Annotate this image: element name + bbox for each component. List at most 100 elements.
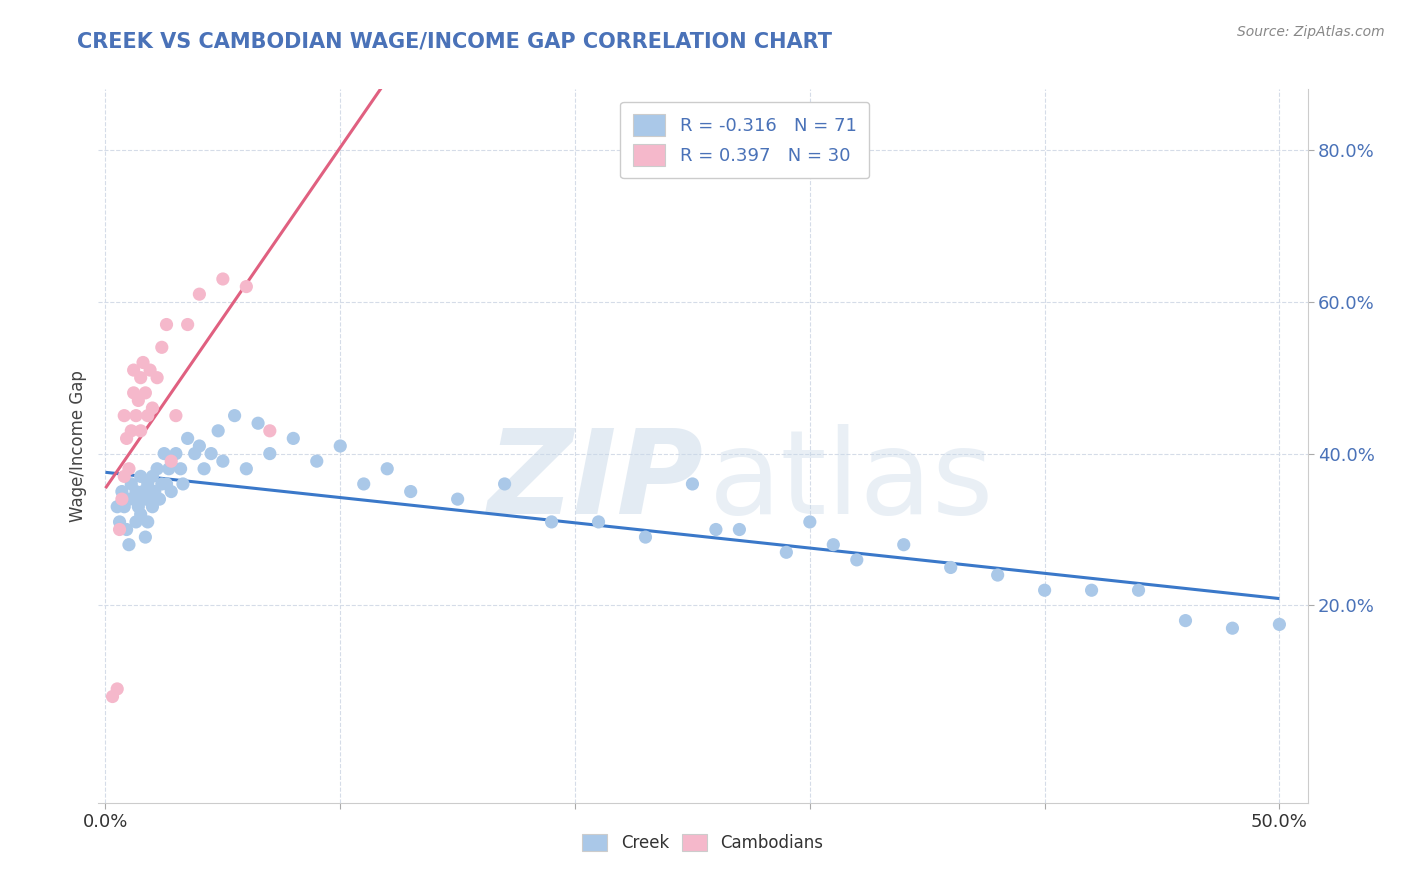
Point [176, 431, 198, 445]
Point [150, 340, 173, 354]
Point [305, 454, 328, 468]
Point [212, 272, 235, 286]
Point [111, 484, 134, 499]
Point [176, 318, 198, 332]
Point [112, 409, 135, 423]
Point [118, 538, 141, 552]
Point [540, 515, 562, 529]
Point [188, 439, 211, 453]
Point [188, 287, 211, 301]
Point [105, 681, 128, 696]
Point [129, 370, 152, 384]
Point [259, 424, 281, 438]
Point [127, 500, 149, 514]
Point [125, 484, 148, 499]
Point [1128, 583, 1150, 598]
Point [122, 385, 145, 400]
Point [120, 424, 142, 438]
Point [111, 492, 134, 507]
Text: Source: ZipAtlas.com: Source: ZipAtlas.com [1237, 25, 1385, 39]
Point [160, 454, 183, 468]
Point [141, 469, 163, 483]
Point [105, 500, 128, 514]
Point [446, 492, 468, 507]
Point [399, 484, 422, 499]
Point [160, 484, 183, 499]
Point [235, 462, 257, 476]
Point [1033, 583, 1056, 598]
Point [122, 492, 145, 507]
Text: atlas: atlas [709, 425, 994, 539]
Point [112, 469, 135, 483]
Point [108, 523, 131, 537]
Point [845, 553, 868, 567]
Point [157, 462, 180, 476]
Point [146, 462, 169, 476]
Point [353, 477, 375, 491]
Point [235, 279, 257, 293]
Point [823, 538, 845, 552]
Point [893, 538, 915, 552]
Point [141, 401, 163, 415]
Point [143, 484, 166, 499]
Point [118, 492, 141, 507]
Point [127, 393, 149, 408]
Point [329, 439, 352, 453]
Legend: Creek, Cambodians: Creek, Cambodians [575, 827, 831, 859]
Point [987, 568, 1010, 582]
Point [148, 492, 170, 507]
Point [1174, 614, 1197, 628]
Point [136, 409, 159, 423]
Point [1080, 583, 1102, 598]
Point [172, 477, 194, 491]
Point [139, 363, 162, 377]
Point [132, 484, 155, 499]
Point [283, 431, 305, 445]
Point [125, 515, 148, 529]
Point [224, 409, 246, 423]
Point [165, 447, 187, 461]
Point [681, 477, 703, 491]
Point [212, 454, 235, 468]
Point [129, 508, 152, 522]
Point [101, 690, 124, 704]
Point [939, 560, 962, 574]
Point [704, 523, 727, 537]
Point [1222, 621, 1244, 635]
Point [108, 515, 131, 529]
Point [118, 462, 141, 476]
Point [259, 447, 281, 461]
Point [634, 530, 657, 544]
Point [134, 385, 156, 400]
Point [193, 462, 215, 476]
Point [129, 469, 152, 483]
Point [247, 416, 270, 430]
Point [1268, 617, 1291, 632]
Point [115, 523, 138, 537]
Point [134, 492, 156, 507]
Point [375, 462, 398, 476]
Point [139, 492, 162, 507]
Point [141, 500, 163, 514]
Point [129, 424, 152, 438]
Point [120, 477, 142, 491]
Y-axis label: Wage/Income Gap: Wage/Income Gap [69, 370, 87, 522]
Point [165, 409, 187, 423]
Point [115, 431, 138, 445]
Point [155, 477, 177, 491]
Point [134, 530, 156, 544]
Point [125, 409, 148, 423]
Point [122, 363, 145, 377]
Point [588, 515, 610, 529]
Text: ZIP: ZIP [486, 425, 703, 539]
Text: CREEK VS CAMBODIAN WAGE/INCOME GAP CORRELATION CHART: CREEK VS CAMBODIAN WAGE/INCOME GAP CORRE… [77, 31, 832, 51]
Point [728, 523, 751, 537]
Point [799, 515, 821, 529]
Point [183, 447, 205, 461]
Point [150, 477, 173, 491]
Point [132, 355, 155, 369]
Point [146, 370, 169, 384]
Point [155, 318, 177, 332]
Point [200, 447, 222, 461]
Point [207, 424, 229, 438]
